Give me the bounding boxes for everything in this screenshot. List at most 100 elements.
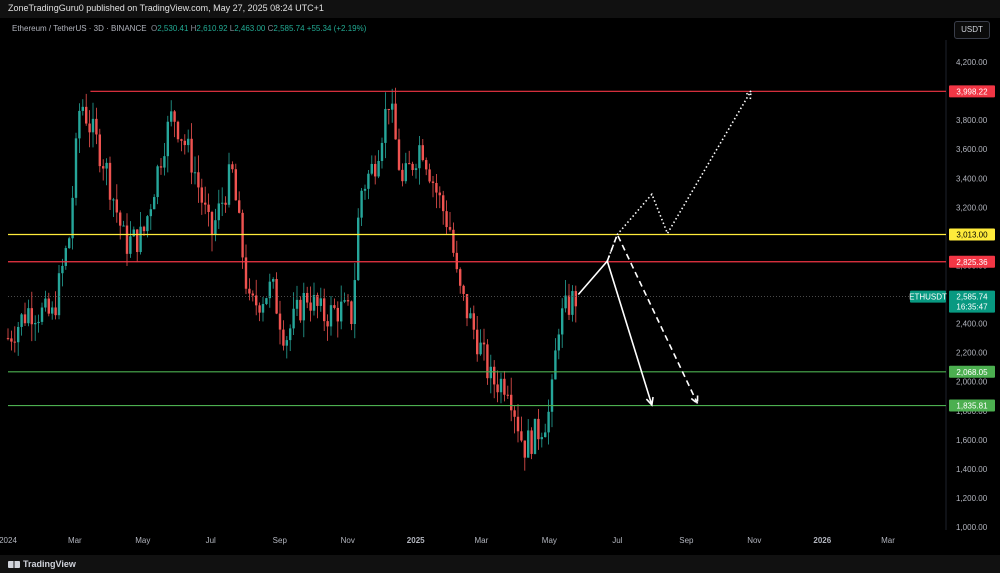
candle-body bbox=[404, 163, 407, 182]
candle-body bbox=[221, 202, 224, 204]
candle-body bbox=[251, 293, 254, 296]
level-price-tag bbox=[949, 365, 995, 378]
candle-body bbox=[574, 291, 577, 307]
candle-body bbox=[550, 379, 554, 412]
candle-body bbox=[561, 308, 564, 335]
candle-body bbox=[187, 138, 190, 146]
projection-arrowhead bbox=[690, 395, 699, 406]
candle-body bbox=[10, 338, 13, 342]
y-tick-label: 2,400.00 bbox=[956, 320, 988, 329]
candle-body bbox=[435, 182, 438, 193]
candle-body bbox=[207, 204, 210, 213]
candle-body bbox=[238, 200, 241, 213]
candle-body bbox=[486, 344, 489, 379]
candle-body bbox=[323, 298, 326, 322]
candle-body bbox=[469, 313, 472, 319]
candle-body bbox=[183, 140, 186, 146]
candle-body bbox=[30, 308, 33, 325]
open-value: 2,530.41 bbox=[157, 24, 189, 33]
candle-body bbox=[149, 209, 152, 217]
candle-body bbox=[282, 329, 285, 346]
candle-body bbox=[129, 236, 132, 254]
y-tick-label: 1,400.00 bbox=[956, 465, 988, 474]
projection-dotted bbox=[606, 90, 752, 262]
x-tick-label: Sep bbox=[679, 536, 694, 545]
x-tick-label: 2024 bbox=[0, 536, 17, 545]
candle-body bbox=[387, 108, 390, 110]
candle-body bbox=[411, 163, 414, 171]
candle-body bbox=[153, 197, 156, 210]
candle-body bbox=[91, 118, 95, 133]
candle-body bbox=[391, 103, 394, 110]
symbol-name: Ethereum / TetherUS · 3D · BINANCE bbox=[12, 24, 147, 33]
candle-body bbox=[200, 187, 203, 203]
candle-body bbox=[115, 199, 118, 213]
candle-body bbox=[554, 350, 557, 380]
projection-dashed bbox=[606, 232, 699, 404]
high-value: 2,610.92 bbox=[196, 24, 228, 33]
candle-body bbox=[176, 121, 180, 140]
candle-body bbox=[357, 217, 360, 281]
symbol-tag bbox=[910, 290, 946, 303]
candle-body bbox=[384, 108, 387, 143]
candle-body bbox=[159, 166, 163, 168]
candle-body bbox=[414, 168, 418, 171]
y-tick-label: 2,000.00 bbox=[956, 378, 988, 387]
level-price-label: 2,068.05 bbox=[956, 368, 988, 377]
candle-body bbox=[309, 302, 312, 311]
candle-body bbox=[268, 281, 271, 299]
candle-body bbox=[78, 110, 81, 139]
candle-body bbox=[88, 123, 91, 133]
candle-body bbox=[285, 340, 288, 346]
candle-body bbox=[156, 166, 159, 198]
candle-body bbox=[377, 160, 380, 177]
candle-body bbox=[401, 169, 404, 182]
candle-body bbox=[513, 410, 516, 417]
candle-body bbox=[146, 216, 149, 232]
candle-body bbox=[445, 211, 448, 228]
currency-button[interactable]: USDT bbox=[954, 21, 990, 39]
level-price-label: 3,998.22 bbox=[956, 87, 988, 96]
candle-body bbox=[326, 321, 329, 327]
projection-arrowhead bbox=[743, 89, 752, 100]
candle-body bbox=[408, 163, 411, 165]
candle-body bbox=[506, 394, 509, 396]
candle-body bbox=[316, 294, 319, 306]
level-price-label: 3,013.00 bbox=[956, 230, 988, 239]
candle-body bbox=[350, 301, 353, 325]
candle-body bbox=[204, 202, 207, 205]
candle-body bbox=[119, 212, 122, 226]
tradingview-logo[interactable]: TradingView bbox=[8, 559, 76, 569]
candle-body bbox=[333, 305, 336, 308]
candle-body bbox=[319, 298, 322, 306]
tradingview-logo-icon bbox=[8, 561, 20, 568]
candle-body bbox=[71, 197, 74, 239]
candle-body bbox=[17, 326, 20, 343]
candle-body bbox=[527, 430, 530, 458]
candle-body bbox=[530, 430, 533, 454]
x-tick-label: Mar bbox=[881, 536, 895, 545]
symbol-legend: Ethereum / TetherUS · 3D · BINANCE O2,53… bbox=[12, 24, 366, 33]
candle-body bbox=[299, 299, 302, 321]
candle-body bbox=[363, 188, 367, 191]
candle-body bbox=[516, 416, 520, 432]
candle-body bbox=[520, 431, 523, 441]
candle-body bbox=[125, 225, 129, 254]
candle-body bbox=[61, 265, 64, 274]
candle-body bbox=[136, 229, 139, 253]
candle-body bbox=[51, 307, 54, 314]
candle-body bbox=[217, 203, 220, 221]
candle-body bbox=[102, 166, 105, 169]
countdown-label: 16:35:47 bbox=[956, 303, 988, 312]
candle-body bbox=[37, 321, 40, 324]
level-price-tag bbox=[949, 228, 995, 241]
candle-body bbox=[95, 118, 98, 135]
x-tick-label: Jul bbox=[612, 536, 622, 545]
candle-body bbox=[397, 139, 401, 170]
candle-body bbox=[6, 338, 10, 340]
candle-body bbox=[295, 299, 299, 309]
candle-body bbox=[496, 384, 499, 393]
candle-body bbox=[380, 142, 384, 161]
candle-body bbox=[428, 169, 431, 182]
